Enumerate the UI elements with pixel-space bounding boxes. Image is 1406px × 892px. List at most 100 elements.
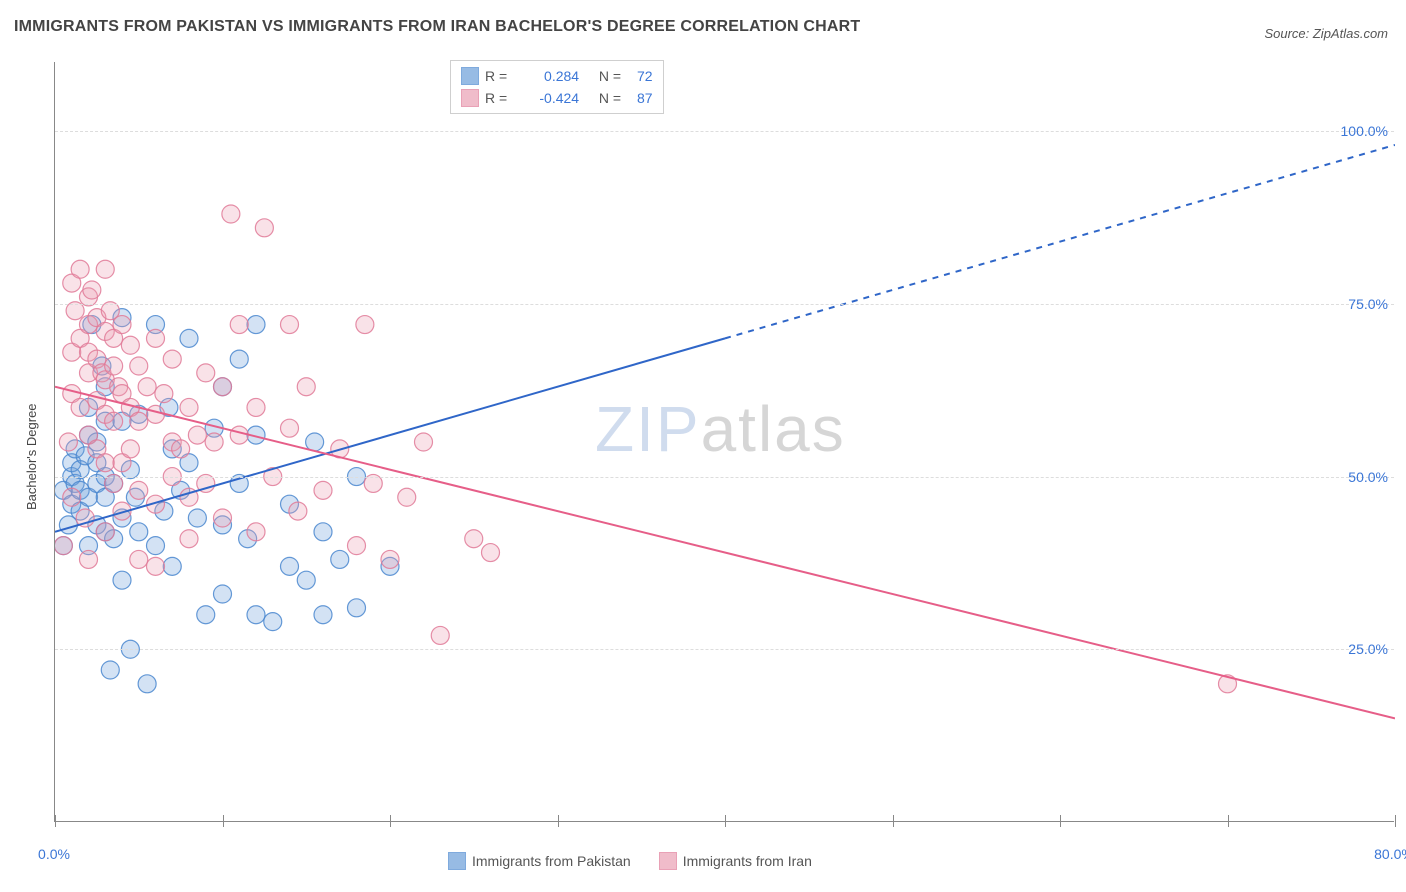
legend-item-0: Immigrants from Pakistan — [448, 852, 631, 870]
scatter-point — [147, 557, 165, 575]
gridline-h — [55, 131, 1394, 132]
x-tick — [1228, 815, 1229, 821]
legend-swatch-b0 — [448, 852, 466, 870]
x-tick — [1395, 815, 1396, 821]
legend-swatch-1 — [461, 89, 479, 107]
x-tick — [893, 821, 894, 827]
scatter-point — [180, 398, 198, 416]
x-tick — [558, 821, 559, 827]
scatter-point — [297, 378, 315, 396]
scatter-point — [130, 550, 148, 568]
scatter-point — [172, 440, 190, 458]
scatter-point — [431, 626, 449, 644]
legend-label-1: Immigrants from Iran — [683, 853, 812, 869]
scatter-point — [281, 557, 299, 575]
gridline-h — [55, 477, 1394, 478]
scatter-point — [356, 316, 374, 334]
scatter-point — [96, 523, 114, 541]
legend-n-label: N = — [599, 90, 621, 106]
x-tick — [725, 815, 726, 821]
scatter-point — [130, 357, 148, 375]
scatter-point — [101, 661, 119, 679]
scatter-point — [264, 613, 282, 631]
legend-swatch-0 — [461, 67, 479, 85]
scatter-point — [59, 433, 77, 451]
scatter-point — [138, 378, 156, 396]
scatter-point — [482, 544, 500, 562]
legend-label-0: Immigrants from Pakistan — [472, 853, 631, 869]
scatter-point — [331, 550, 349, 568]
scatter-point — [381, 550, 399, 568]
scatter-point — [121, 336, 139, 354]
scatter-point — [130, 412, 148, 430]
scatter-point — [214, 378, 232, 396]
scatter-point — [147, 329, 165, 347]
scatter-point — [71, 398, 89, 416]
scatter-point — [205, 433, 223, 451]
scatter-point — [188, 509, 206, 527]
scatter-point — [247, 523, 265, 541]
x-tick — [558, 815, 559, 821]
scatter-point — [71, 260, 89, 278]
scatter-point — [214, 585, 232, 603]
scatter-point — [147, 405, 165, 423]
scatter-point — [197, 364, 215, 382]
plot-area: ZIPatlas — [54, 62, 1394, 822]
scatter-point — [80, 550, 98, 568]
y-tick-label: 75.0% — [1348, 296, 1388, 312]
legend-item-1: Immigrants from Iran — [659, 852, 812, 870]
scatter-point — [214, 509, 232, 527]
gridline-h — [55, 649, 1394, 650]
scatter-point — [180, 530, 198, 548]
legend-r-val-1: -0.424 — [523, 90, 579, 106]
scatter-point — [281, 316, 299, 334]
scatter-point — [147, 537, 165, 555]
scatter-point — [197, 606, 215, 624]
legend-n-label: N = — [599, 68, 621, 84]
x-tick — [223, 821, 224, 827]
scatter-point — [83, 281, 101, 299]
scatter-point — [348, 537, 366, 555]
scatter-point — [314, 523, 332, 541]
gridline-h — [55, 304, 1394, 305]
legend-r-label: R = — [485, 68, 507, 84]
legend-stats-row-0: R = 0.284 N = 72 — [461, 65, 653, 87]
legend-swatch-b1 — [659, 852, 677, 870]
x-tick — [390, 815, 391, 821]
scatter-point — [230, 426, 248, 444]
scatter-point — [314, 481, 332, 499]
scatter-point — [297, 571, 315, 589]
scatter-point — [289, 502, 307, 520]
scatter-point — [155, 385, 173, 403]
x-tick — [1395, 821, 1396, 827]
trend-line-extrap — [725, 145, 1395, 338]
x-tick — [893, 815, 894, 821]
y-tick-label: 25.0% — [1348, 641, 1388, 657]
legend-r-label: R = — [485, 90, 507, 106]
scatter-point — [130, 481, 148, 499]
legend-n-val-1: 87 — [637, 90, 653, 106]
x-tick — [223, 815, 224, 821]
scatter-point — [130, 523, 148, 541]
scatter-point — [121, 440, 139, 458]
x-tick — [1228, 821, 1229, 827]
x-tick — [725, 821, 726, 827]
x-tick — [1060, 815, 1061, 821]
x-tick — [55, 815, 56, 821]
legend-stats: R = 0.284 N = 72 R = -0.424 N = 87 — [450, 60, 664, 114]
trend-line — [55, 338, 725, 531]
scatter-point — [96, 260, 114, 278]
legend-stats-row-1: R = -0.424 N = 87 — [461, 87, 653, 109]
scatter-point — [398, 488, 416, 506]
scatter-point — [113, 316, 131, 334]
chart-svg — [55, 62, 1395, 822]
y-tick-label: 100.0% — [1341, 123, 1388, 139]
x-tick — [55, 821, 56, 827]
x-tick — [1060, 821, 1061, 827]
scatter-point — [105, 357, 123, 375]
scatter-point — [465, 530, 483, 548]
scatter-point — [63, 488, 81, 506]
scatter-point — [105, 412, 123, 430]
y-axis-label: Bachelor's Degree — [24, 403, 39, 510]
scatter-point — [247, 606, 265, 624]
